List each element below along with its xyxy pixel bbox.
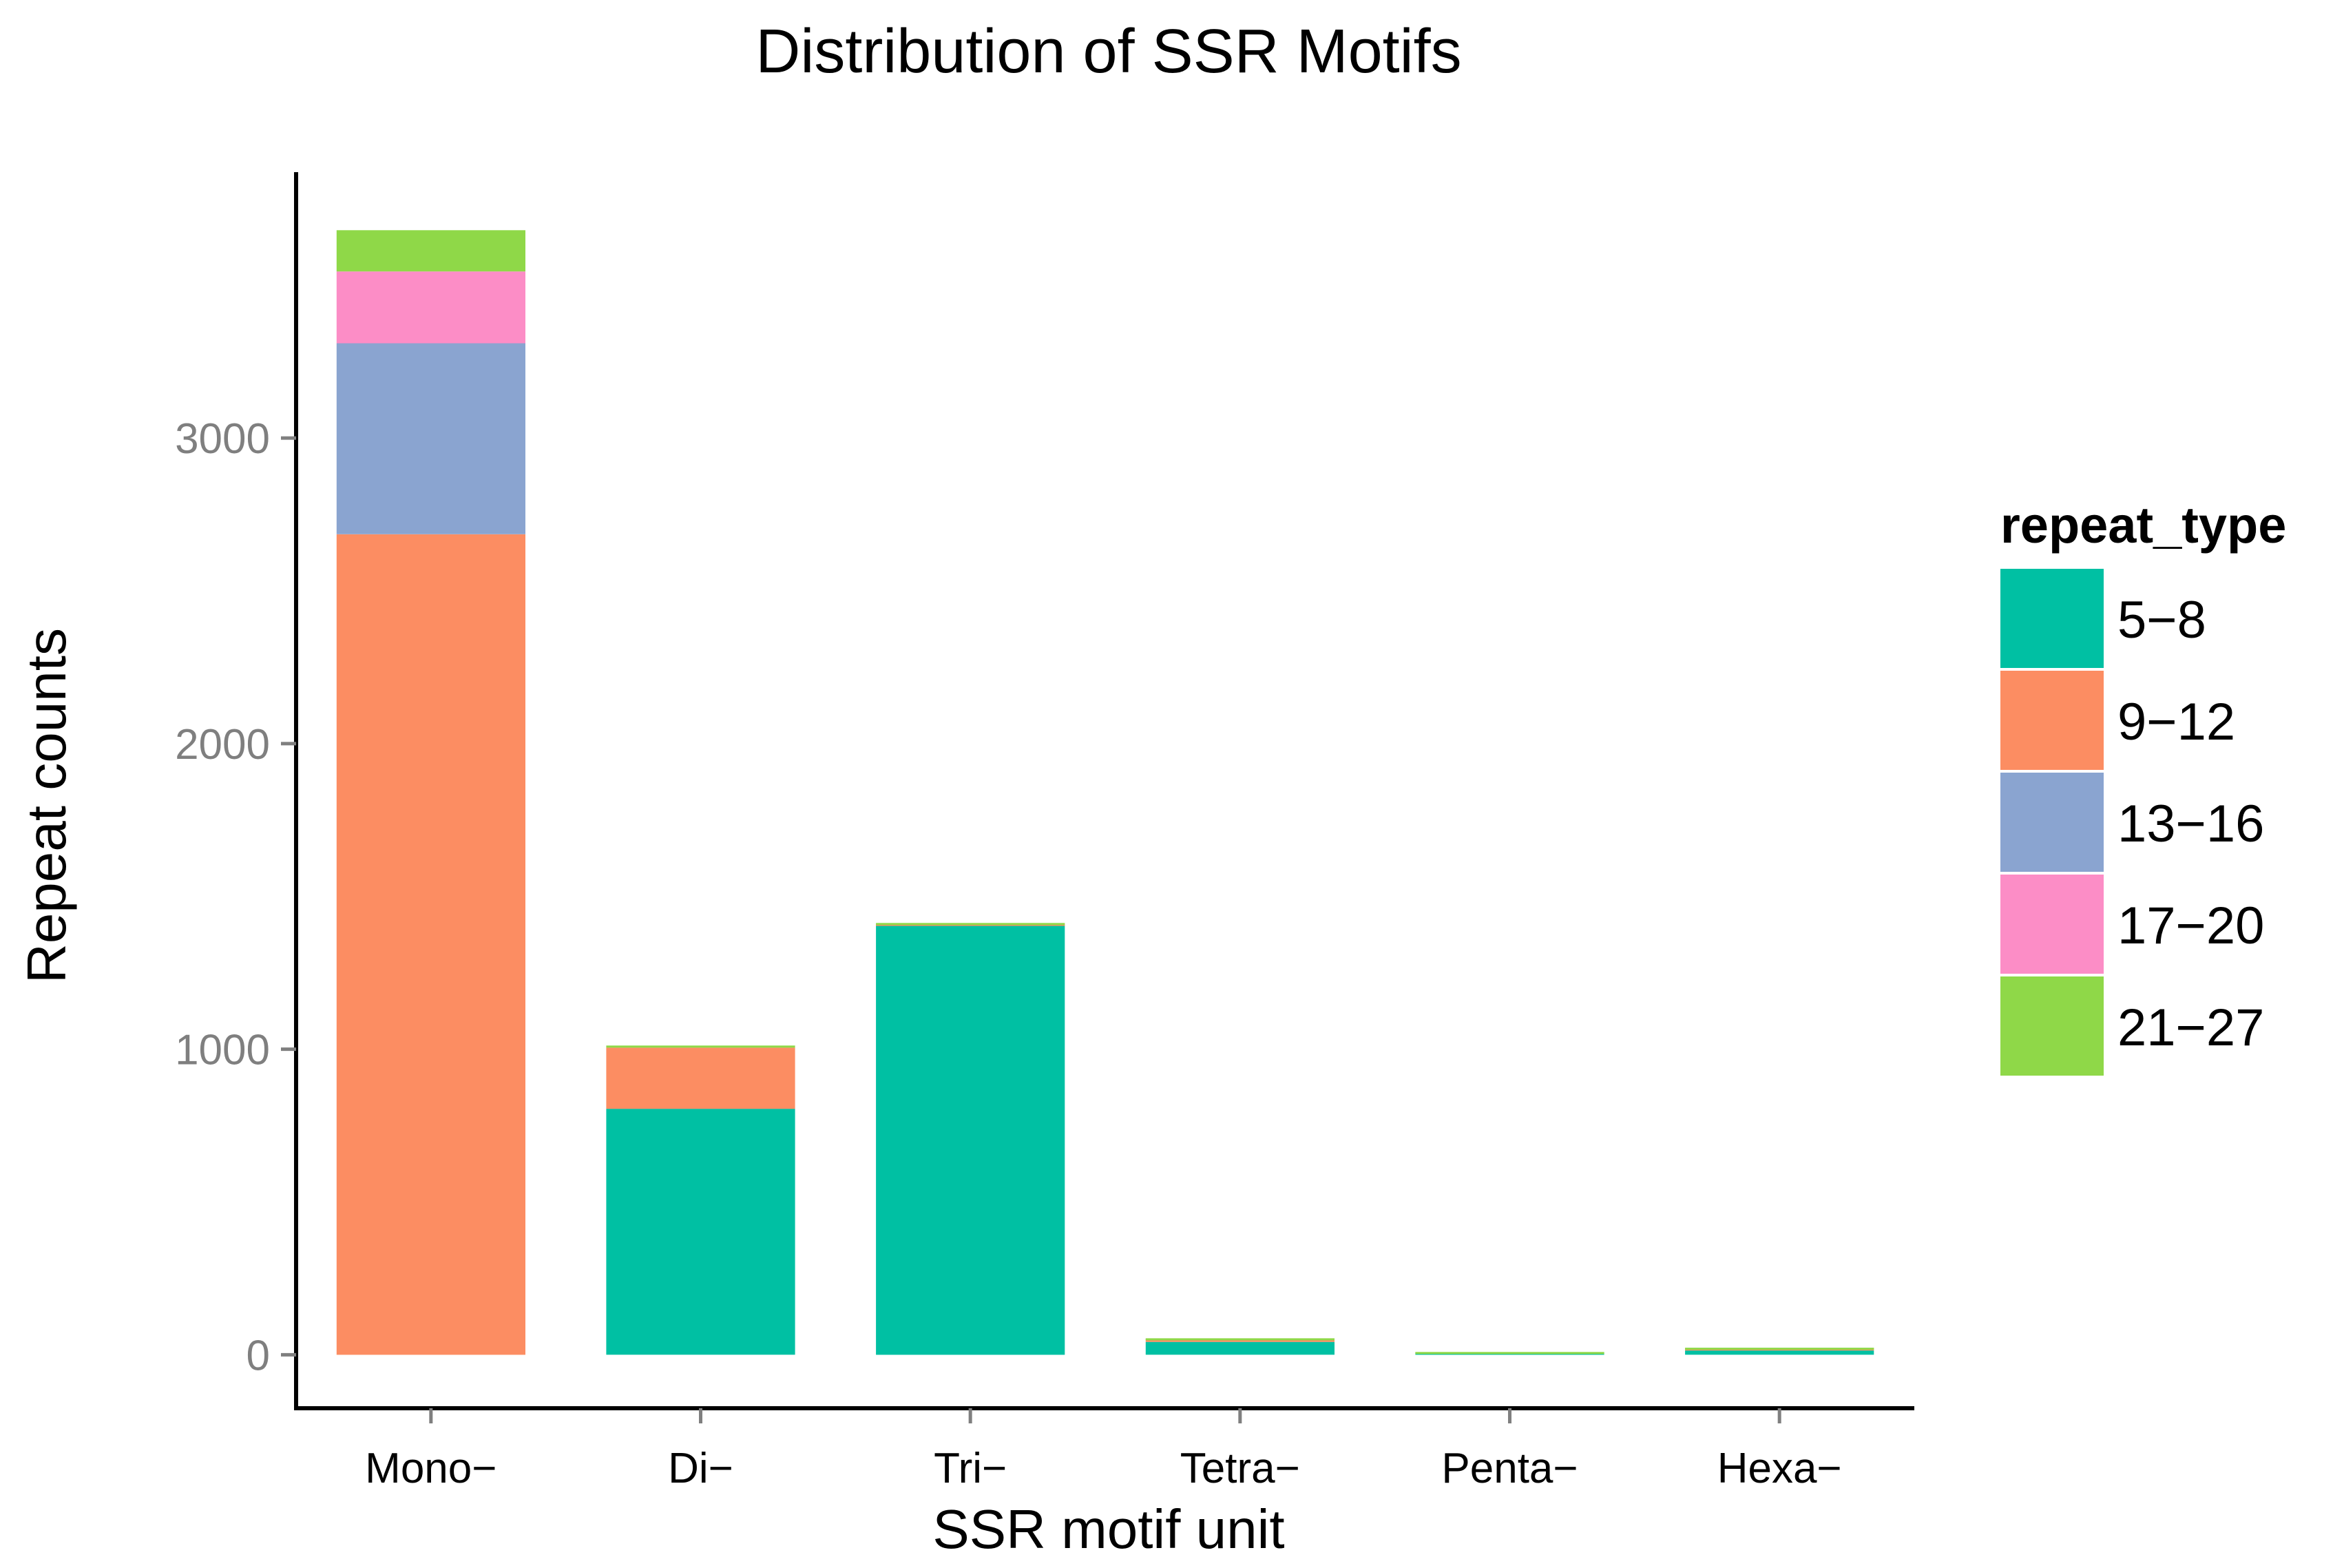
legend-key-21-27 [2000, 976, 2104, 1076]
legend: repeat_type 5−8 9−12 13−16 17−20 21−27 [2000, 496, 2286, 1076]
x-axis-title: SSR motif unit [932, 1498, 1284, 1560]
x-axis: Mono− Di− Tri− Tetra− Penta− Hexa− [294, 1406, 1914, 1492]
legend-key-17-20 [2000, 875, 2104, 974]
bar-mono-21-27 [336, 230, 525, 272]
x-tick-label-hexa: Hexa− [1717, 1445, 1842, 1492]
bar-tri-5-8 [876, 925, 1065, 1355]
x-tick-label-di: Di− [668, 1445, 733, 1492]
x-tick-label-tetra: Tetra− [1180, 1445, 1300, 1492]
legend-title: repeat_type [2000, 496, 2286, 554]
legend-label-13-16: 13−16 [2117, 795, 2264, 853]
y-tick-label: 2000 [175, 721, 270, 769]
legend-label-21-27: 21−27 [2117, 999, 2264, 1057]
bar-di-5-8 [606, 1109, 795, 1355]
bars-layer [336, 230, 1874, 1355]
chart-title: Distribution of SSR Motifs [755, 17, 1461, 86]
y-tick-label: 3000 [175, 415, 270, 463]
bar-di-9-12 [606, 1047, 795, 1109]
bar-hexa-5-8 [1685, 1350, 1874, 1355]
bar-hexa-21-27 [1685, 1348, 1874, 1350]
legend-key-9-12 [2000, 671, 2104, 770]
x-tick-label-penta: Penta− [1441, 1445, 1578, 1492]
legend-key-13-16 [2000, 773, 2104, 872]
x-tick-label-mono: Mono− [365, 1445, 496, 1492]
bar-tri-21-27 [876, 923, 1065, 926]
bar-mono-17-20 [336, 271, 525, 344]
legend-label-9-12: 9−12 [2117, 693, 2235, 751]
legend-label-5-8: 5−8 [2117, 591, 2206, 649]
x-tick-label-tri: Tri− [934, 1445, 1007, 1492]
y-axis: 0 1000 2000 3000 [175, 172, 298, 1408]
bar-penta-21-27 [1415, 1352, 1604, 1355]
y-tick-label: 1000 [175, 1027, 270, 1074]
legend-label-17-20: 17−20 [2117, 897, 2264, 955]
bar-mono-13-16 [336, 343, 525, 534]
y-axis-title: Repeat counts [16, 628, 77, 983]
bar-di-21-27 [606, 1045, 795, 1048]
bar-tetra-21-27 [1145, 1338, 1335, 1341]
y-tick-label: 0 [247, 1332, 270, 1379]
bar-tetra-5-8 [1145, 1341, 1335, 1355]
bar-mono-9-12 [336, 534, 525, 1355]
legend-key-5-8 [2000, 569, 2104, 668]
bar-tetra-9-12 [1145, 1339, 1335, 1342]
